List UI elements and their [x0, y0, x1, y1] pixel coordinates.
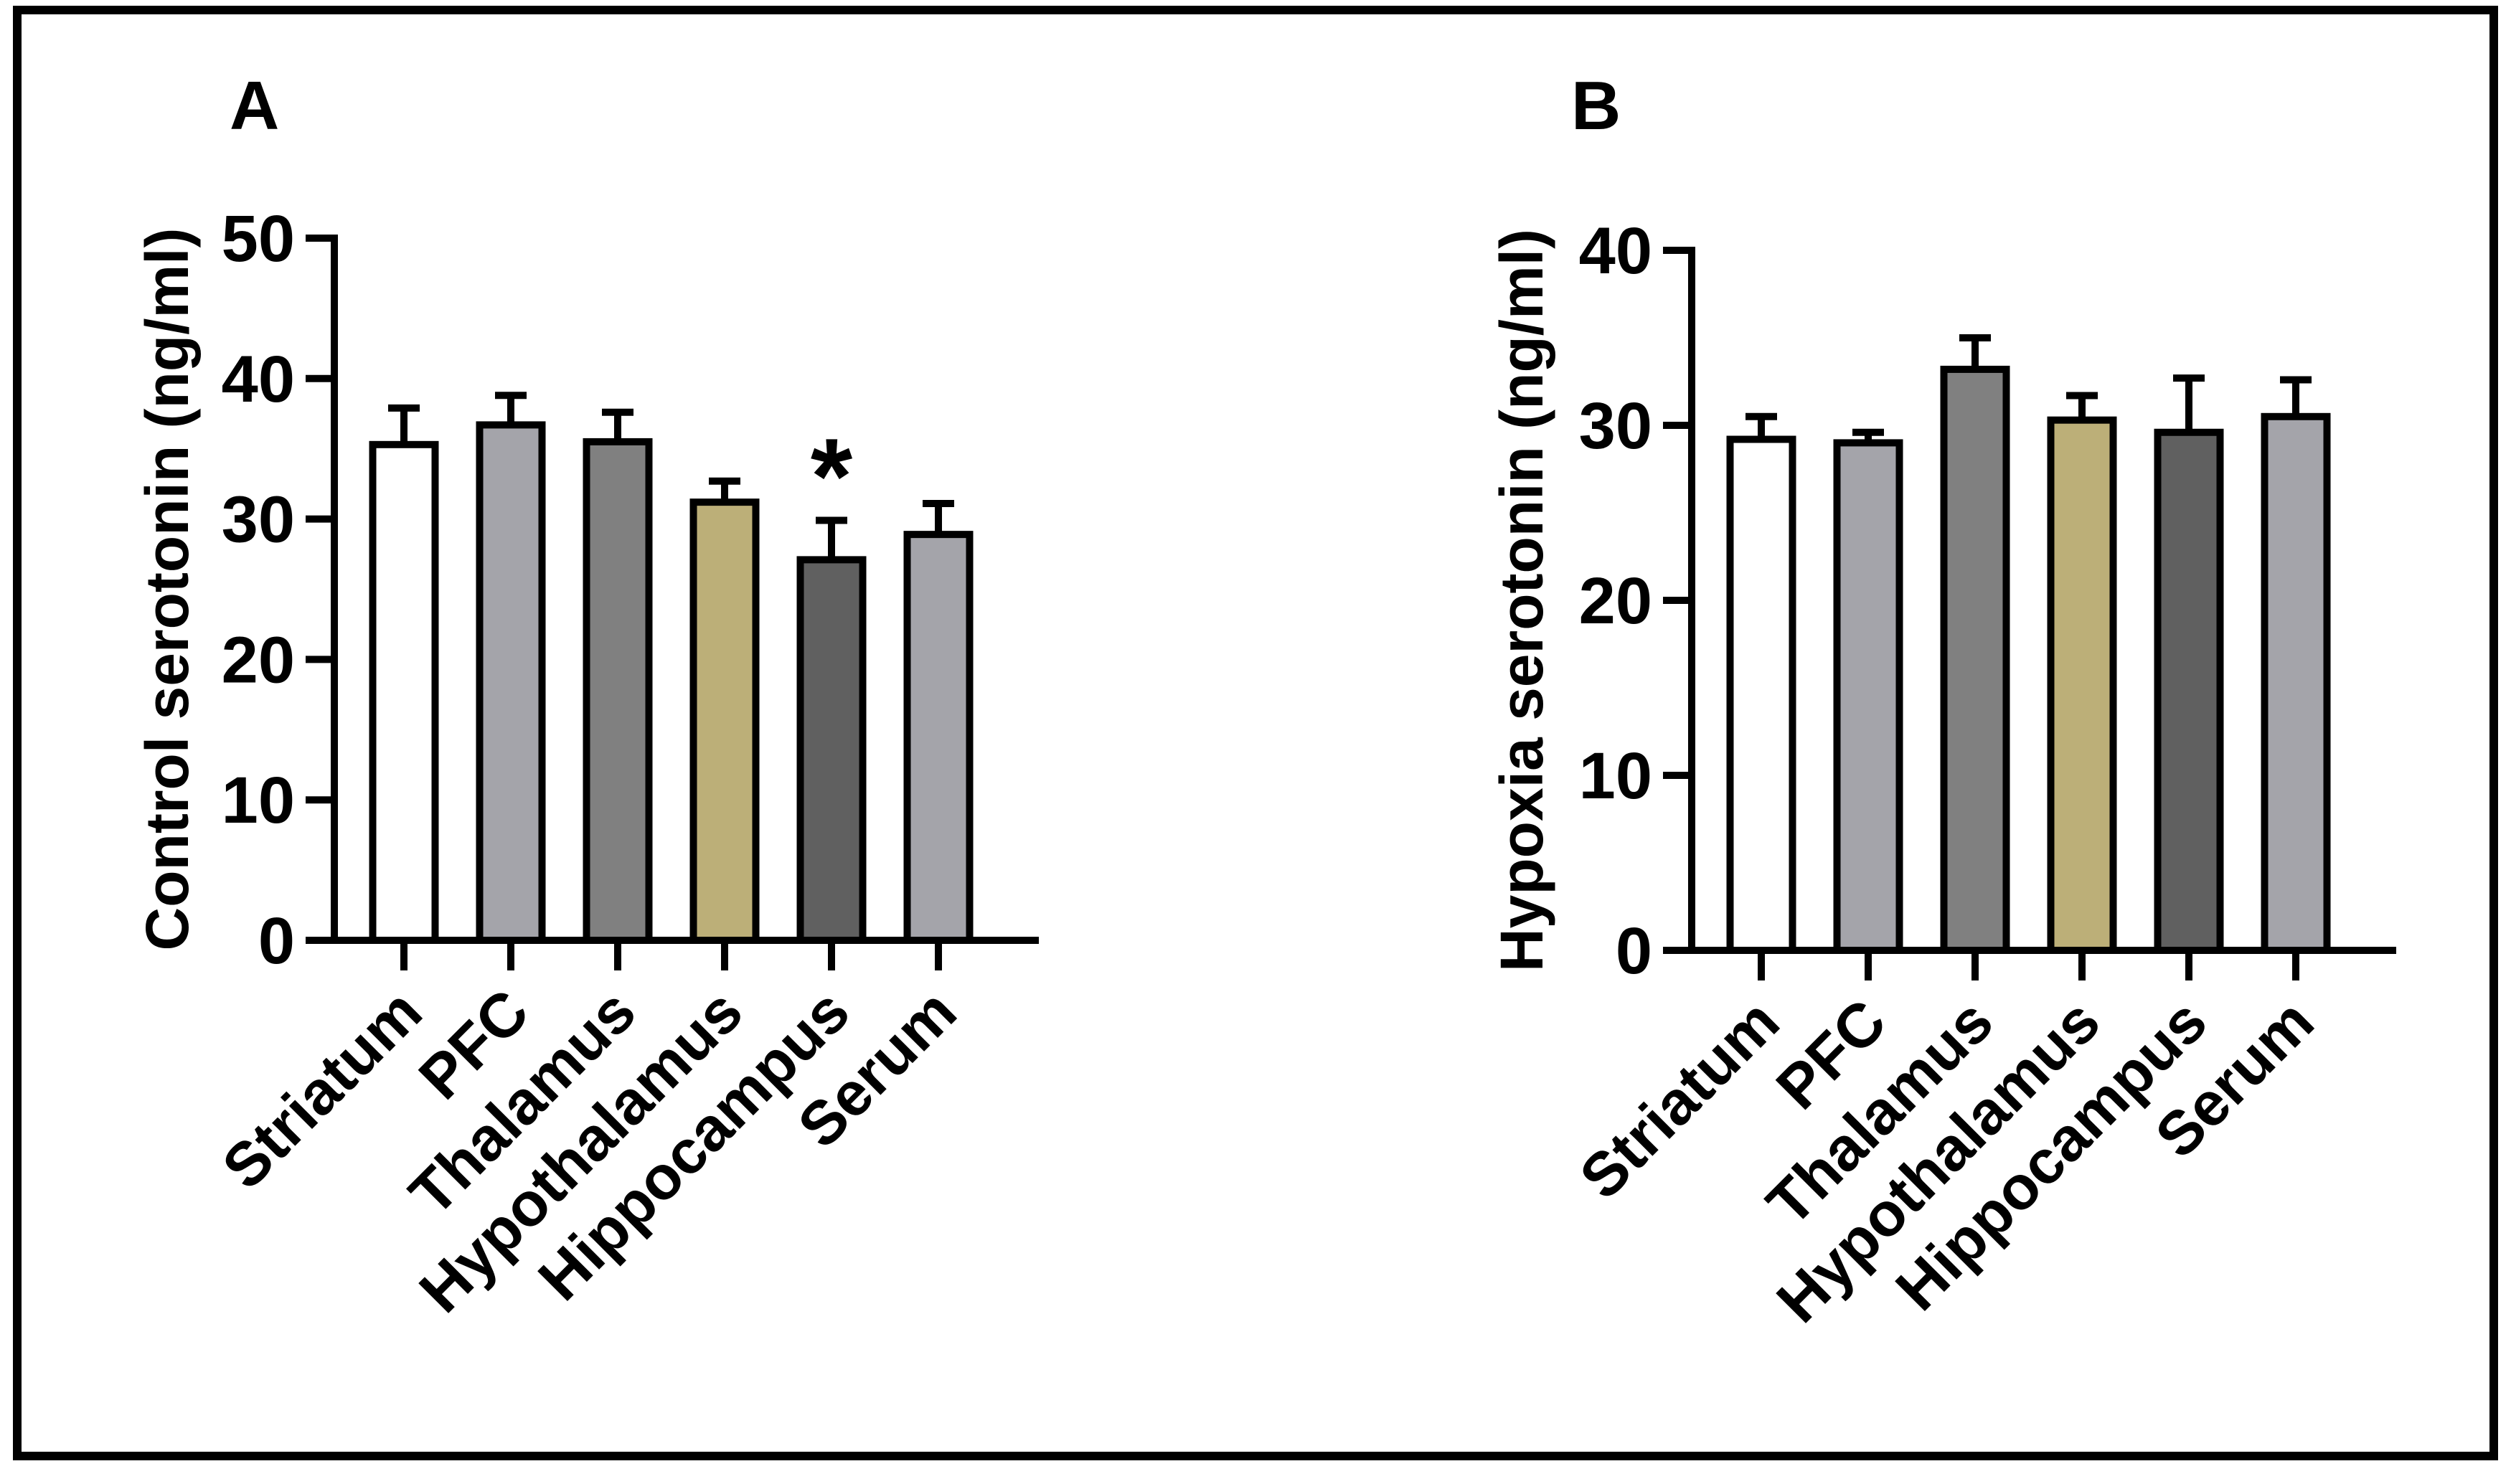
panel-a-y-axis-title: Control serotonin (ng/ml) — [133, 228, 201, 951]
panel-a-y-tick-label: 40 — [222, 343, 295, 416]
panel-b-bar-thalamus — [1940, 365, 2010, 954]
panel-b-bar-pfc — [1833, 439, 1903, 954]
panel-a-bar-hippocampus — [796, 556, 867, 944]
panel-a-y-tick-label: 20 — [222, 623, 295, 696]
panel-a-bar-striatum — [369, 440, 439, 944]
panel-a-bar-thalamus — [583, 438, 653, 944]
panel-b-bar-striatum — [1726, 435, 1796, 954]
panel-a-significance-marker: * — [811, 416, 853, 537]
panel-b-y-tick-label: 0 — [1616, 914, 1652, 988]
panel-a-bar-serum — [903, 531, 974, 944]
panel-b-bar-hypothalamus — [2047, 416, 2117, 954]
panel-b-y-tick-label: 40 — [1579, 214, 1652, 288]
panel-b-y-tick-label: 10 — [1579, 739, 1652, 813]
panel-a-y-tick-label: 0 — [258, 904, 295, 978]
panel-b-bar-hippocampus — [2154, 428, 2224, 954]
panel-a-bar-pfc — [476, 421, 546, 944]
panel-a-y-tick-label: 10 — [222, 764, 295, 837]
panel-a-letter: A — [230, 67, 279, 144]
panel-a-y-tick-label: 30 — [222, 483, 295, 557]
panel-b-y-tick-label: 20 — [1579, 564, 1652, 638]
panel-b-y-tick-label: 30 — [1579, 389, 1652, 463]
panel-a-y-tick-label: 50 — [222, 202, 295, 275]
panel-b-letter: B — [1571, 67, 1621, 144]
panel-b-y-axis-title: Hypoxia serotonin (ng/ml) — [1488, 229, 1555, 972]
panel-b-bar-serum — [2261, 412, 2331, 954]
panel-a-bar-hypothalamus — [689, 498, 760, 944]
